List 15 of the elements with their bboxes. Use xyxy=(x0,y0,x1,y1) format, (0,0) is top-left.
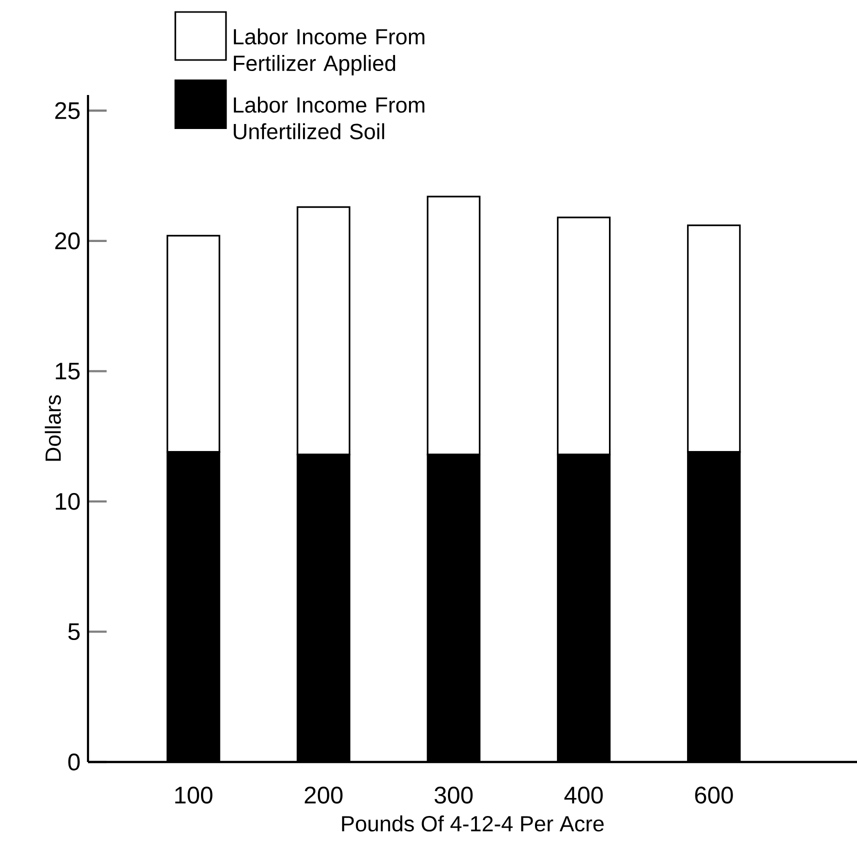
y-axis-title: Dollars xyxy=(44,395,61,461)
x-tick-label: 600 xyxy=(695,786,733,804)
legend-label: Labor Income From Unfertilized Soil xyxy=(234,96,424,140)
y-tick-label: 10 xyxy=(56,492,80,510)
x-tick-label: 200 xyxy=(304,786,343,804)
x-tick-label: 400 xyxy=(564,786,603,804)
y-tick-label: 15 xyxy=(56,362,80,380)
y-tick-label: 5 xyxy=(68,623,80,640)
x-tick-label: 300 xyxy=(434,786,473,804)
x-tick-label: 100 xyxy=(175,786,212,804)
legend-label: Labor Income From Fertilizer Applied xyxy=(234,28,424,76)
x-axis-title: Pounds Of 4-12-4 Per Acre xyxy=(342,815,604,832)
y-tick-label: 0 xyxy=(68,754,80,770)
y-tick-label: 25 xyxy=(55,102,80,120)
y-tick-label: 20 xyxy=(55,232,80,250)
